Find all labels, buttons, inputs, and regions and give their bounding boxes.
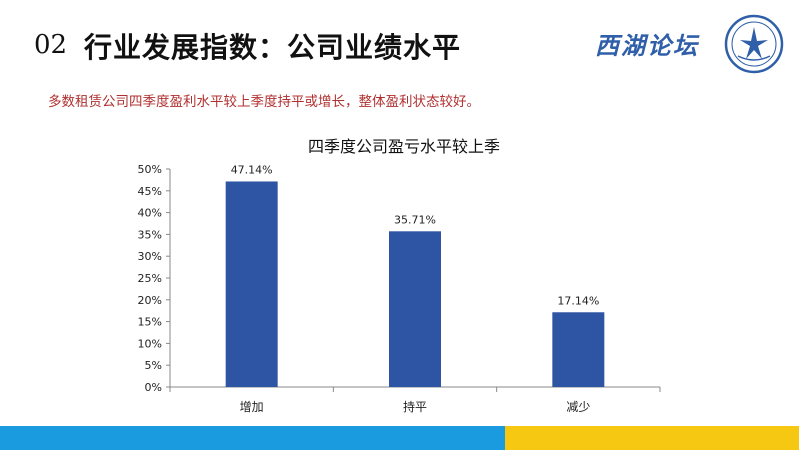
y-tick-label: 0% [145, 381, 162, 394]
y-tick-label: 35% [138, 228, 162, 241]
y-tick-label: 50% [138, 163, 162, 176]
x-tick-label: 增加 [240, 400, 264, 414]
x-tick-label: 减少 [566, 400, 590, 414]
y-tick-label: 20% [138, 294, 162, 307]
y-tick-label: 30% [138, 250, 162, 263]
data-label: 17.14% [557, 294, 599, 307]
bar [552, 312, 605, 387]
subtitle-text: 多数租赁公司四季度盈利水平较上季度持平或增长，整体盈利状态较好。 [48, 94, 480, 110]
y-tick-label: 45% [138, 185, 162, 198]
footer-bar-blue [0, 426, 505, 450]
footer-bar-yellow [505, 426, 799, 450]
bar [225, 181, 278, 387]
bar [389, 231, 441, 387]
data-label: 35.71% [394, 213, 436, 226]
forum-logo-icon [724, 14, 784, 74]
y-tick-label: 10% [138, 337, 162, 350]
brand-name: 西湖论坛 [595, 31, 699, 60]
slide-title: 行业发展指数：公司业绩水平 [84, 31, 462, 64]
y-tick-label: 40% [138, 207, 162, 220]
chart-title: 四季度公司盈亏水平较上季 [308, 137, 500, 156]
x-tick-label: 持平 [403, 399, 427, 414]
slide-number: 02 [34, 30, 68, 60]
data-label: 47.14% [231, 163, 273, 176]
y-tick-label: 15% [138, 316, 162, 329]
y-tick-label: 25% [138, 272, 162, 285]
y-tick-label: 5% [145, 359, 162, 372]
